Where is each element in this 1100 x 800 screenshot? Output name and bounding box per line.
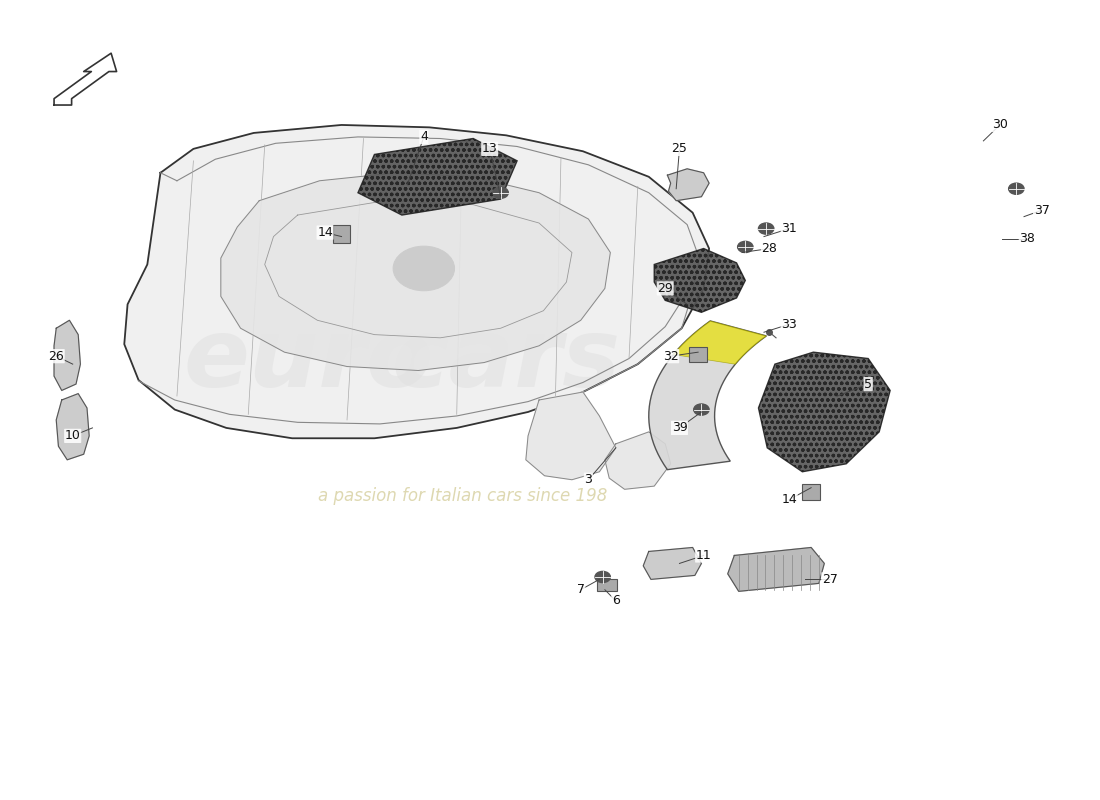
- Text: 26: 26: [48, 350, 64, 362]
- Text: 32: 32: [663, 350, 679, 362]
- Polygon shape: [759, 352, 890, 472]
- Text: 28: 28: [761, 242, 778, 255]
- Text: 37: 37: [1034, 204, 1049, 217]
- Polygon shape: [526, 392, 616, 480]
- Text: 13: 13: [482, 142, 497, 155]
- Circle shape: [738, 242, 754, 253]
- Text: a passion for Italian cars since 198: a passion for Italian cars since 198: [318, 486, 607, 505]
- Polygon shape: [124, 125, 710, 438]
- Text: 7: 7: [576, 583, 585, 596]
- Bar: [597, 579, 617, 591]
- Text: 25: 25: [671, 142, 688, 155]
- Circle shape: [759, 223, 773, 234]
- Text: 4: 4: [420, 130, 428, 143]
- Polygon shape: [728, 547, 824, 591]
- Polygon shape: [649, 321, 767, 470]
- Text: 39: 39: [672, 422, 688, 434]
- Text: 31: 31: [781, 222, 798, 235]
- Bar: [802, 484, 820, 500]
- Bar: [690, 347, 707, 362]
- Text: 27: 27: [822, 573, 838, 586]
- Text: 6: 6: [612, 594, 619, 607]
- Text: 10: 10: [65, 430, 80, 442]
- Circle shape: [393, 246, 454, 290]
- Polygon shape: [56, 394, 89, 460]
- Text: 14: 14: [781, 493, 798, 506]
- Polygon shape: [668, 169, 710, 201]
- Text: 3: 3: [584, 474, 592, 486]
- Bar: [332, 226, 350, 243]
- Polygon shape: [654, 249, 746, 312]
- Text: cars: cars: [392, 314, 620, 406]
- Text: 14: 14: [317, 226, 333, 239]
- Text: 11: 11: [695, 549, 712, 562]
- Text: 30: 30: [992, 118, 1008, 131]
- Text: euro: euro: [184, 314, 433, 406]
- Circle shape: [595, 571, 610, 582]
- Polygon shape: [54, 54, 117, 105]
- Circle shape: [1009, 183, 1024, 194]
- Circle shape: [694, 404, 710, 415]
- Text: 33: 33: [781, 318, 798, 330]
- Polygon shape: [673, 321, 767, 364]
- Text: 5: 5: [865, 378, 872, 390]
- Polygon shape: [54, 320, 80, 390]
- Polygon shape: [644, 547, 702, 579]
- Circle shape: [493, 187, 508, 198]
- Text: 38: 38: [1020, 233, 1035, 246]
- Polygon shape: [605, 432, 671, 490]
- Text: 29: 29: [658, 282, 673, 295]
- Polygon shape: [221, 173, 610, 370]
- Polygon shape: [358, 138, 517, 215]
